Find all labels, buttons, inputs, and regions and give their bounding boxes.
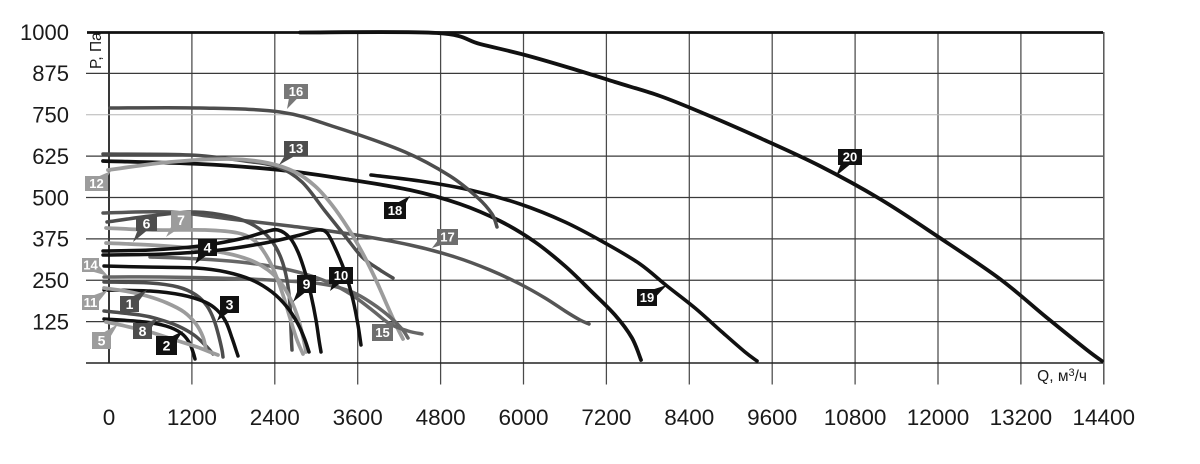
svg-text:14400: 14400 — [1073, 405, 1136, 430]
svg-text:11: 11 — [84, 295, 98, 310]
svg-text:18: 18 — [388, 203, 402, 218]
svg-text:19: 19 — [640, 290, 654, 305]
svg-text:9600: 9600 — [747, 405, 797, 430]
svg-text:12000: 12000 — [907, 405, 970, 430]
svg-text:875: 875 — [32, 61, 69, 86]
svg-text:750: 750 — [32, 103, 69, 128]
svg-text:16: 16 — [289, 84, 303, 99]
svg-text:625: 625 — [32, 144, 69, 169]
svg-text:8: 8 — [139, 323, 147, 339]
svg-text:0: 0 — [103, 405, 116, 430]
svg-text:500: 500 — [32, 185, 69, 210]
svg-text:10: 10 — [334, 268, 348, 283]
svg-text:7: 7 — [177, 212, 185, 228]
svg-text:15: 15 — [375, 325, 389, 340]
svg-text:12: 12 — [89, 176, 103, 191]
svg-text:P, Па: P, Па — [88, 32, 105, 69]
svg-text:7200: 7200 — [581, 405, 631, 430]
svg-text:6000: 6000 — [498, 405, 548, 430]
svg-text:1200: 1200 — [167, 405, 217, 430]
svg-text:17: 17 — [440, 230, 454, 245]
svg-text:250: 250 — [32, 268, 69, 293]
svg-text:1: 1 — [126, 296, 134, 312]
svg-text:1000: 1000 — [20, 20, 69, 45]
svg-text:5: 5 — [98, 333, 106, 349]
svg-text:3: 3 — [226, 297, 234, 313]
svg-text:9: 9 — [303, 276, 311, 292]
svg-text:3600: 3600 — [333, 405, 383, 430]
svg-text:10800: 10800 — [824, 405, 887, 430]
svg-text:13: 13 — [289, 141, 303, 156]
svg-text:4: 4 — [204, 240, 212, 256]
svg-text:375: 375 — [32, 227, 69, 252]
svg-text:8400: 8400 — [664, 405, 714, 430]
svg-text:6: 6 — [143, 216, 151, 232]
svg-text:Q, м3/ч: Q, м3/ч — [1037, 367, 1087, 385]
svg-text:14: 14 — [83, 258, 98, 273]
svg-text:4800: 4800 — [416, 405, 466, 430]
svg-text:20: 20 — [843, 150, 857, 165]
svg-text:13200: 13200 — [990, 405, 1053, 430]
svg-text:125: 125 — [32, 309, 69, 334]
svg-text:2: 2 — [163, 338, 171, 354]
svg-text:2400: 2400 — [250, 405, 300, 430]
